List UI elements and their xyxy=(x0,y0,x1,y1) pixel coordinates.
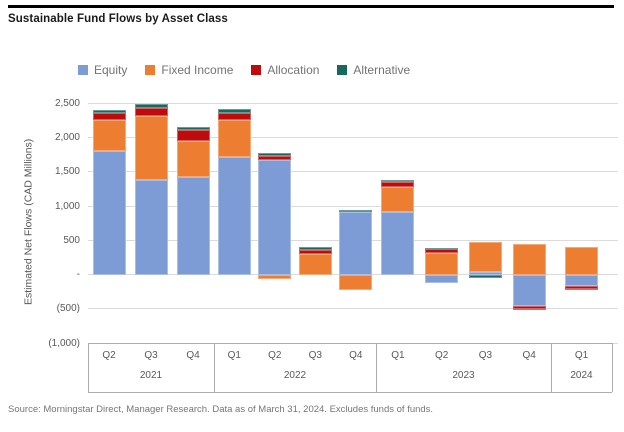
top-rule xyxy=(8,5,614,8)
bar-segment-allocation xyxy=(176,130,210,142)
bar-segment-alternative xyxy=(339,209,373,211)
bar-segment-fixed_income xyxy=(339,274,373,290)
bar-segment-fixed_income xyxy=(565,247,598,275)
legend-swatch-allocation-icon xyxy=(251,65,262,75)
legend-item-equity: Equity xyxy=(78,63,127,77)
x-quarter-label: Q3 xyxy=(144,350,158,361)
year-separator xyxy=(214,343,215,392)
bar-segment-fixed_income xyxy=(425,252,459,275)
x-quarter-label: Q4 xyxy=(186,350,200,361)
x-quarter-label: Q2 xyxy=(268,350,282,361)
bar-segment-equity xyxy=(468,272,502,275)
y-tick-label: (1,000) xyxy=(48,337,80,349)
x-quarter-label: Q4 xyxy=(349,350,363,361)
x-year-label: 2022 xyxy=(283,370,307,381)
gridline xyxy=(88,205,618,207)
bar-segment-allocation xyxy=(512,305,546,310)
bar-segment-allocation xyxy=(258,156,292,160)
gridline xyxy=(88,171,618,173)
bar-segment-allocation xyxy=(298,249,332,254)
x-quarter-label: Q1 xyxy=(227,350,241,361)
year-separator xyxy=(88,343,89,392)
bar-segment-equity xyxy=(92,151,126,275)
bar-segment-equity xyxy=(217,157,251,275)
y-tick-label: 500 xyxy=(63,234,80,246)
page-title: Sustainable Fund Flows by Asset Class xyxy=(8,13,228,25)
bar-segment-allocation xyxy=(217,112,251,121)
bar-segment-fixed_income xyxy=(92,119,126,152)
bar-segment-allocation xyxy=(425,248,459,253)
bar-segment-fixed_income xyxy=(134,116,168,181)
bar-segment-fixed_income xyxy=(217,120,251,158)
bar-segment-equity xyxy=(381,211,415,275)
bar-segment-alternative xyxy=(512,309,546,311)
bar-segment-fixed_income xyxy=(381,187,415,212)
bar-segment-equity xyxy=(512,274,546,306)
legend-swatch-equity-icon xyxy=(78,65,88,75)
bar-segment-alternative xyxy=(217,108,251,113)
x-quarter-label: Q1 xyxy=(574,350,589,361)
source-note: Source: Morningstar Direct, Manager Rese… xyxy=(8,404,434,415)
bar-segment-allocation xyxy=(92,113,126,120)
x-quarter-label: Q2 xyxy=(102,350,116,361)
x-year-label: 2024 xyxy=(570,370,593,381)
bar-segment-equity xyxy=(565,274,598,286)
bar-segment-equity xyxy=(258,159,292,275)
x-quarter-label: Q3 xyxy=(308,350,322,361)
bar-segment-alternative xyxy=(176,127,210,131)
legend-label: Fixed Income xyxy=(161,63,234,77)
y-tick-label: - xyxy=(76,269,80,281)
bar-segment-equity xyxy=(339,211,373,275)
x-quarter-label: Q3 xyxy=(478,350,493,361)
bar-segment-fixed_income xyxy=(468,241,502,273)
bar-segment-fixed_income xyxy=(258,274,292,280)
bar-segment-allocation xyxy=(381,182,415,188)
bar-segment-fixed_income xyxy=(298,254,332,275)
y-tick-label: (500) xyxy=(56,303,80,315)
bar-segment-fixed_income xyxy=(512,243,546,275)
bar-segment-equity xyxy=(176,177,210,275)
y-tick-label: 2,500 xyxy=(54,97,80,109)
chart-legend: Equity Fixed Income Allocation Alternati… xyxy=(78,63,410,77)
bar-segment-fixed_income xyxy=(176,141,210,178)
legend-item-alternative: Alternative xyxy=(337,63,410,77)
bar-segment-allocation xyxy=(339,210,373,212)
x-quarter-label: Q1 xyxy=(391,350,405,361)
legend-label: Alternative xyxy=(353,63,411,77)
legend-label: Equity xyxy=(94,63,128,77)
x-quarter-label: Q2 xyxy=(434,350,449,361)
bar-segment-allocation xyxy=(134,107,168,117)
bar-segment-alternative xyxy=(258,153,292,157)
y-tick-label: 2,000 xyxy=(54,132,80,144)
x-year-label: 2021 xyxy=(139,370,163,381)
legend-swatch-fixed-income-icon xyxy=(145,65,156,75)
legend-item-allocation: Allocation xyxy=(251,63,319,77)
year-separator xyxy=(612,343,613,392)
bar-segment-alternative xyxy=(565,288,598,290)
bar-segment-allocation xyxy=(565,285,598,289)
legend-swatch-alternative-icon xyxy=(337,65,348,75)
bar-segment-alternative xyxy=(425,247,459,249)
x-year-label: 2023 xyxy=(452,370,475,381)
bar-segment-alternative xyxy=(92,109,126,114)
bar-segment-equity xyxy=(134,180,168,275)
gridline xyxy=(88,137,618,139)
year-separator xyxy=(376,343,377,392)
bar-segment-alternative xyxy=(381,180,415,183)
legend-item-fixed-income: Fixed Income xyxy=(145,63,233,77)
year-separator xyxy=(551,343,552,392)
y-tick-label: 1,500 xyxy=(54,166,80,178)
gridline xyxy=(88,308,618,310)
bar-segment-alternative xyxy=(134,103,168,108)
bar-segment-equity xyxy=(425,274,459,283)
gridline xyxy=(88,102,618,104)
bar-segment-alternative xyxy=(298,246,332,250)
legend-label: Allocation xyxy=(267,63,320,77)
x-quarter-label: Q4 xyxy=(522,350,536,361)
bar-segment-alternative xyxy=(468,274,502,279)
y-tick-label: 1,000 xyxy=(54,200,80,212)
axis-box-top-line xyxy=(88,343,612,344)
axis-box-bottom-line xyxy=(88,392,612,393)
